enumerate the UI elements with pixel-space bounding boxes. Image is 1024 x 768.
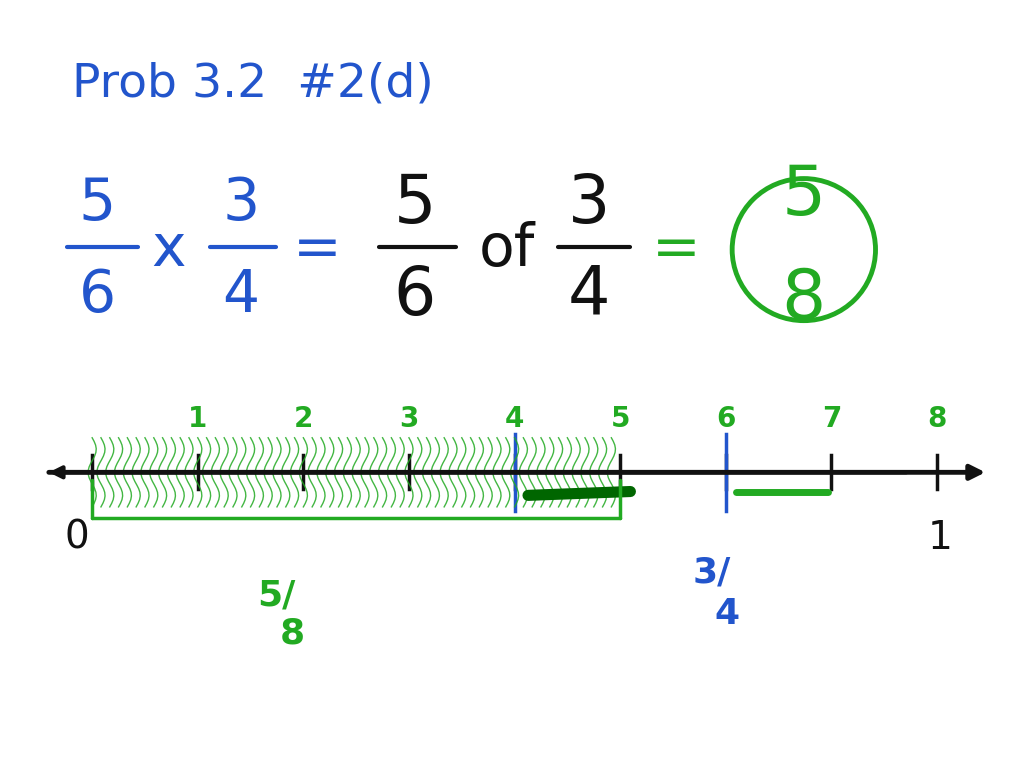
Text: 8: 8 [280,617,304,650]
Text: =: = [293,221,342,278]
Text: 4: 4 [505,405,524,432]
Text: 8: 8 [928,405,946,432]
Text: 4: 4 [567,263,610,329]
Text: 6: 6 [393,263,436,329]
Text: 6: 6 [716,405,735,432]
Text: 0: 0 [65,518,89,557]
Text: 5: 5 [393,170,436,237]
Text: 7: 7 [821,405,841,432]
Text: 3/: 3/ [692,555,731,589]
Text: Prob 3.2  #2(d): Prob 3.2 #2(d) [72,62,433,107]
Text: 3: 3 [222,175,259,232]
Text: of: of [478,221,536,278]
Text: x: x [152,221,186,278]
Text: 5: 5 [781,162,826,230]
Text: 3: 3 [567,170,610,237]
Text: 4: 4 [715,598,739,631]
Text: 5/: 5/ [257,578,296,612]
Text: 1: 1 [928,518,952,557]
Text: 5: 5 [79,175,116,232]
Text: =: = [651,221,700,278]
Text: 1: 1 [188,405,208,432]
Text: 3: 3 [399,405,419,432]
Text: 8: 8 [781,266,826,333]
Text: 2: 2 [294,405,313,432]
Text: 6: 6 [79,267,116,324]
Text: 4: 4 [222,267,259,324]
Text: 5: 5 [610,405,630,432]
